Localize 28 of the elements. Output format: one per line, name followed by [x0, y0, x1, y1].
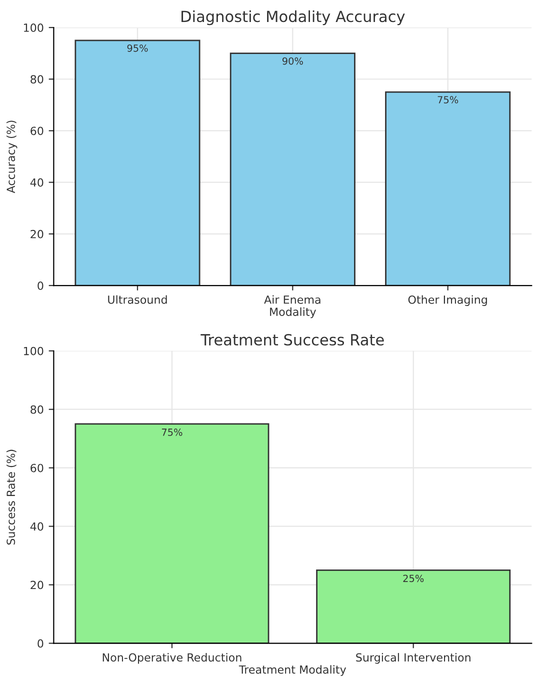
- y-tick-label: 0: [38, 281, 44, 290]
- x-tick-label: Other Imaging: [408, 295, 487, 306]
- y-tick-label: 20: [30, 580, 44, 590]
- y-tick-label: 60: [30, 464, 44, 472]
- data-label: 75%: [438, 96, 458, 104]
- x-axis-title: Modality: [270, 307, 316, 318]
- y-axis-title: Accuracy (%): [6, 120, 18, 194]
- data-label: 95%: [127, 44, 148, 52]
- y-tick-label: 0: [38, 639, 44, 648]
- y-tick-label: 80: [30, 75, 44, 84]
- x-tick-label: Ultrasound: [108, 295, 167, 304]
- x-tick-label: Non-Operative Reduction: [102, 653, 242, 664]
- y-tick-label: 100: [24, 23, 44, 32]
- data-label: 75%: [162, 428, 182, 436]
- data-label: 90%: [282, 57, 303, 65]
- y-tick-label: 100: [24, 346, 44, 356]
- data-label: 25%: [403, 574, 424, 582]
- x-tick-label: Surgical Intervention: [356, 653, 470, 664]
- y-tick-label: 20: [30, 230, 44, 238]
- y-tick-label: 60: [30, 126, 44, 136]
- y-tick-label: 40: [30, 522, 44, 531]
- y-tick-label: 40: [30, 178, 44, 187]
- y-axis-title: Success Rate (%): [6, 450, 16, 545]
- x-tick-label: Air Enema: [264, 295, 320, 304]
- x-axis-title: Treatment Modality: [238, 665, 346, 676]
- chart-title: Diagnostic Modality Accuracy: [182, 10, 405, 26]
- y-tick-label: 80: [30, 405, 44, 414]
- chart-title: Treatment Success Rate: [200, 334, 384, 346]
